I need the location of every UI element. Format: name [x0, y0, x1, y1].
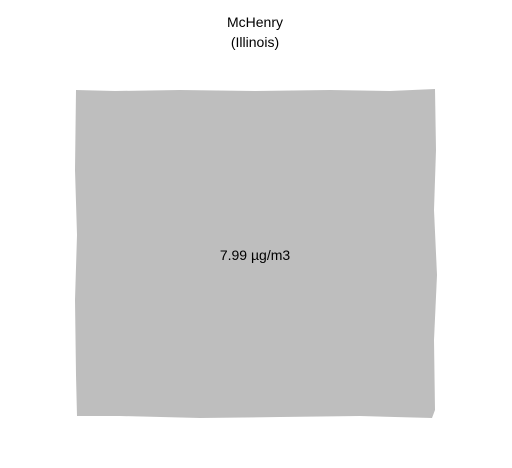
map-title-county: McHenry	[226, 14, 283, 30]
map-title-state: (Illinois)	[230, 34, 280, 50]
county-value-label: 7.99 µg/m3	[219, 247, 291, 263]
county-shape-mchenry	[75, 89, 437, 418]
